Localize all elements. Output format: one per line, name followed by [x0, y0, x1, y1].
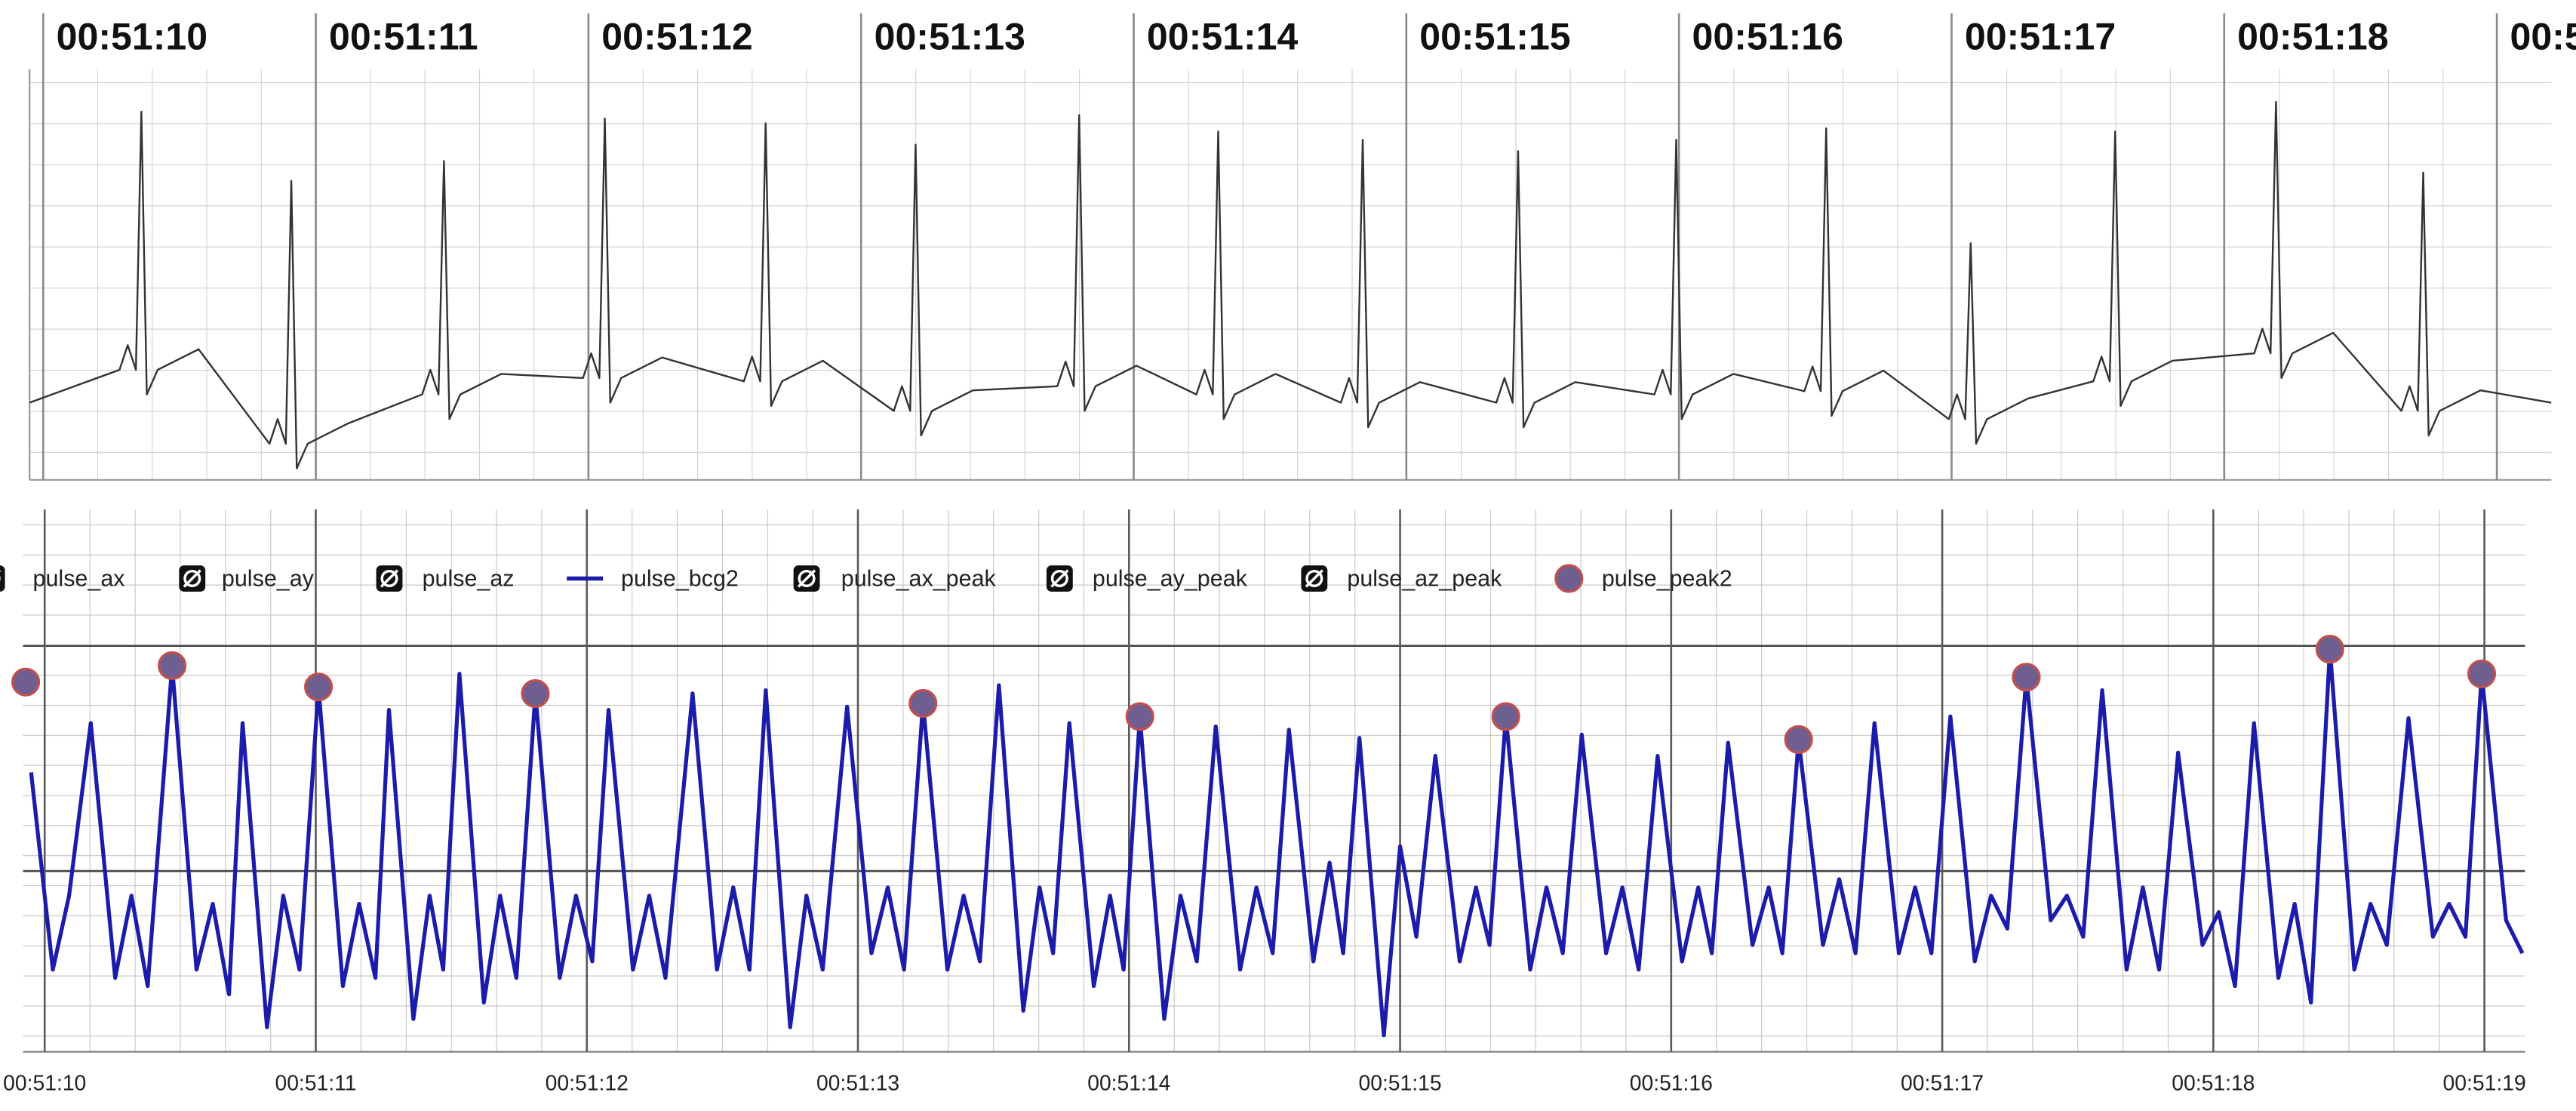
- x-tick-label: 00:51:12: [546, 1071, 629, 1095]
- x-tick-label: 00:51:11: [329, 16, 478, 58]
- x-tick-label: 00:51:17: [1901, 1071, 1984, 1095]
- line: [29, 647, 2525, 1038]
- legend-icon: [1050, 569, 1069, 588]
- x-tick-label: 00:51:15: [1358, 1071, 1441, 1095]
- legend-label: pulse_az_peak: [1347, 566, 1502, 592]
- peak-marker: [908, 688, 938, 719]
- peak-marker: [521, 679, 550, 708]
- legend-icon: [380, 569, 398, 588]
- peak-marker: [11, 667, 41, 697]
- peak-marker: [1491, 702, 1520, 731]
- x-tick-label: 00:51:14: [1087, 1071, 1170, 1095]
- x-tick-label: 00:51:19: [2510, 16, 2576, 58]
- legend-icon: [797, 569, 816, 588]
- peak-marker: [304, 672, 334, 702]
- x-tick-label: 00:51:15: [1419, 16, 1570, 58]
- legend-icon: [1050, 569, 1068, 588]
- legend-icon: [183, 569, 201, 588]
- legend-icon: [1554, 564, 1584, 593]
- x-tick-label: 00:51:18: [2237, 16, 2388, 58]
- ecg-grid: [29, 69, 2552, 480]
- peak-marker: [1125, 702, 1154, 731]
- x-tick-label: 00:51:18: [2172, 1071, 2255, 1095]
- x-tick-label: 00:51:16: [1630, 1071, 1713, 1095]
- legend-label: pulse_ay: [222, 566, 315, 592]
- plot-area: [29, 100, 2552, 469]
- x-tick-label: 00:51:10: [57, 16, 207, 58]
- peak-marker: [158, 651, 187, 680]
- legend-icon: [798, 569, 816, 588]
- legend-label: pulse_az: [423, 566, 515, 592]
- x-tick-label: 00:51:13: [875, 16, 1025, 58]
- legend-icon: [0, 565, 5, 592]
- peak-marker: [2012, 663, 2041, 692]
- legend-icon: [380, 569, 399, 588]
- x-tick-label: 00:51:14: [1147, 16, 1299, 58]
- peak-marker: [2467, 659, 2497, 688]
- x-tick-label: 00:51:10: [3, 1071, 86, 1095]
- legend-label: pulse_ax_peak: [841, 566, 997, 592]
- line: [29, 100, 2552, 469]
- legend-label: pulse_ay_peak: [1093, 566, 1248, 592]
- legend-icon: [183, 569, 201, 588]
- legend-label: pulse_ax: [33, 566, 125, 592]
- peak-marker: [2315, 635, 2344, 664]
- plot-layer: 00:51:10 00:51:11 00:51:12 00:51:13 00:51:14…: [0, 13, 2576, 1095]
- x-tick-label: 00:51:12: [601, 16, 752, 58]
- x-tick-label: 00:51:19: [2443, 1071, 2526, 1095]
- x-tick-label: 00:51:16: [1692, 16, 1843, 58]
- legend-icon: [1305, 569, 1323, 588]
- x-tick-label: 00:51:11: [275, 1071, 356, 1095]
- plot-area: [29, 647, 2525, 1038]
- legend-label: pulse_bcg2: [621, 566, 739, 592]
- legend-icon: [1305, 569, 1323, 588]
- x-tick-label: 00:51:17: [1965, 16, 2116, 58]
- x-tick-label: 00:51:13: [816, 1071, 899, 1095]
- peak-marker: [1784, 725, 1813, 754]
- legend-label: pulse_peak2: [1602, 566, 1732, 592]
